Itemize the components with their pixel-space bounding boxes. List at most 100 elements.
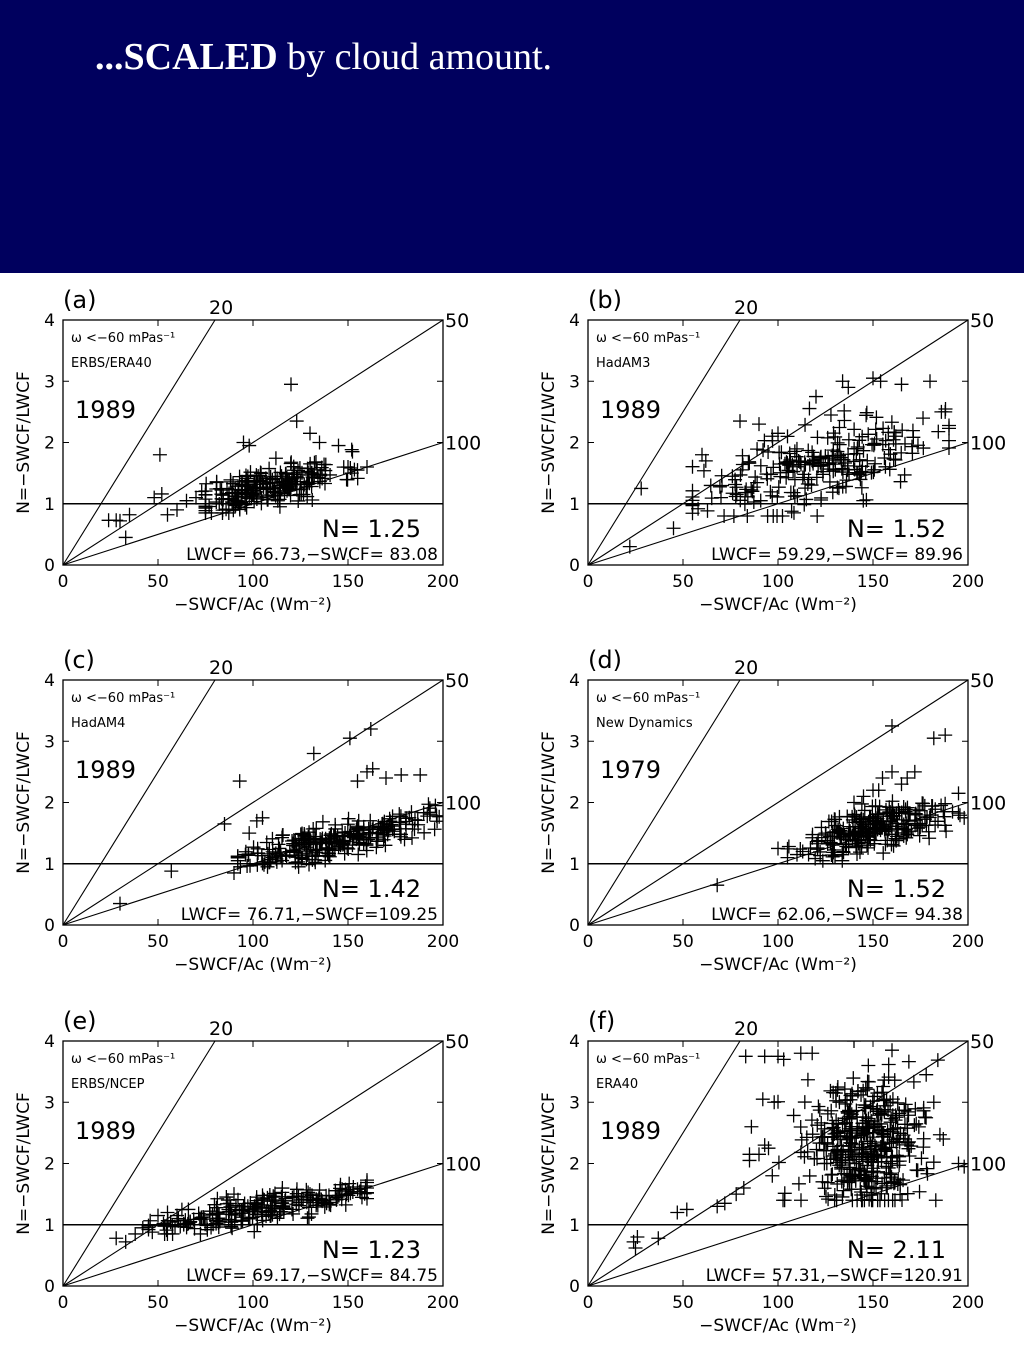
data-point (856, 443, 871, 458)
data-point (242, 438, 257, 453)
year-label: 1989 (75, 756, 136, 784)
data-point (854, 835, 869, 850)
data-point (189, 490, 203, 505)
data-point (733, 493, 748, 508)
data-point (329, 1190, 344, 1205)
regime-label: ω <−60 mPas⁻¹ (596, 691, 700, 706)
data-point (750, 475, 765, 490)
data-point (884, 415, 899, 430)
y-tick-label: 3 (44, 372, 55, 392)
data-point (869, 410, 884, 425)
data-point (830, 1155, 845, 1170)
data-point (859, 405, 874, 420)
data-point (876, 817, 891, 832)
data-point (847, 795, 861, 810)
data-point (302, 476, 317, 491)
data-point (211, 1215, 226, 1230)
data-point (772, 457, 787, 472)
data-point (385, 822, 400, 837)
data-point (923, 808, 938, 823)
data-point (800, 1072, 815, 1087)
data-point (143, 1213, 158, 1228)
ref-line-label-100: 100 (445, 1154, 481, 1176)
data-point (819, 1189, 834, 1204)
data-point (857, 1171, 872, 1186)
data-point (759, 467, 774, 482)
data-point (942, 433, 956, 448)
y-axis-label: N=−SWCF/LWCF (539, 371, 559, 514)
data-point (842, 1130, 857, 1145)
data-point (216, 492, 231, 507)
y-axis-label: N=−SWCF/LWCF (539, 731, 559, 874)
year-label: 1989 (600, 1117, 661, 1145)
data-point (916, 411, 931, 426)
lwcf-swcf-values: LWCF= 62.06,−SWCF= 94.38 (711, 905, 963, 925)
y-tick-label: 0 (569, 1277, 580, 1297)
data-point (879, 1092, 894, 1107)
data-point (868, 422, 883, 437)
data-point (798, 417, 813, 432)
data-point (854, 796, 869, 811)
data-point (342, 731, 357, 746)
data-point (809, 389, 823, 404)
data-point (856, 493, 871, 508)
lwcf-swcf-values: LWCF= 69.17,−SWCF= 84.75 (186, 1266, 438, 1286)
data-point (885, 1043, 899, 1058)
data-point (135, 1220, 150, 1235)
data-point (313, 468, 328, 483)
data-point (223, 472, 238, 487)
n-value: N= 1.25 (322, 515, 421, 543)
x-tick-label: 0 (58, 1293, 69, 1313)
data-point (376, 825, 391, 840)
data-point (118, 1234, 133, 1249)
data-point (842, 1170, 857, 1185)
ref-line-20 (62, 679, 216, 926)
data-point (832, 1095, 847, 1110)
data-point (219, 1190, 234, 1205)
data-point (194, 484, 209, 499)
data-point (901, 814, 916, 829)
data-point (740, 509, 755, 523)
data-point (864, 1114, 879, 1129)
data-point (421, 797, 436, 812)
y-axis-label: N=−SWCF/LWCF (14, 371, 34, 514)
data-point (897, 1103, 912, 1118)
data-point (839, 1092, 854, 1107)
data-point (309, 821, 324, 836)
data-point (802, 1168, 817, 1183)
data-point (825, 1116, 840, 1131)
data-point (834, 461, 849, 476)
data-point (210, 1206, 225, 1221)
data-point (394, 767, 409, 782)
data-point (301, 468, 316, 483)
data-point (225, 1221, 240, 1236)
data-point (385, 809, 400, 824)
x-tick-label: 0 (583, 1293, 594, 1313)
data-point (874, 1137, 889, 1152)
data-point (855, 1116, 870, 1131)
data-point (870, 1193, 885, 1208)
data-point (398, 814, 413, 829)
data-point (886, 838, 901, 853)
data-point (826, 1120, 841, 1135)
data-point (160, 507, 175, 522)
data-point (300, 1190, 315, 1205)
data-point (744, 1119, 759, 1134)
data-point (763, 484, 778, 499)
data-point (876, 1093, 891, 1108)
data-point (825, 1167, 840, 1182)
data-point (341, 841, 356, 856)
data-point (951, 786, 966, 801)
x-tick-label: 50 (147, 1293, 169, 1313)
data-point (820, 1106, 835, 1121)
y-tick-label: 2 (44, 434, 55, 454)
data-point (821, 1192, 836, 1207)
data-point (113, 513, 127, 528)
data-point (837, 456, 852, 471)
data-point (817, 1156, 832, 1171)
data-point (761, 1141, 776, 1156)
data-point (871, 783, 886, 798)
data-point (192, 1211, 207, 1226)
data-point (853, 1163, 868, 1178)
